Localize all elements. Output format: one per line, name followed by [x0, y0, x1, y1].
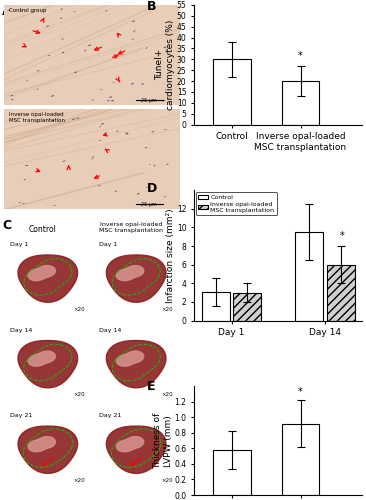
Bar: [202, 292, 230, 320]
Text: *: *: [298, 387, 303, 397]
Y-axis label: Infarction size (mm²): Infarction size (mm²): [167, 208, 175, 302]
Bar: [213, 450, 251, 495]
Text: Control: Control: [29, 224, 56, 234]
Text: *: *: [339, 232, 344, 241]
Legend: Control, Inverse opal-loaded
MSC transplantation: Control, Inverse opal-loaded MSC transpl…: [196, 192, 277, 215]
Text: Inverse opal-loaded
MSC transplantation: Inverse opal-loaded MSC transplantation: [99, 222, 163, 232]
Text: D: D: [147, 182, 157, 196]
Text: A: A: [2, 5, 11, 18]
Bar: [282, 424, 320, 495]
Text: *: *: [298, 52, 303, 62]
Bar: [282, 81, 320, 124]
Text: C: C: [2, 219, 11, 232]
Bar: [295, 232, 323, 320]
Y-axis label: Thickness of
LVPW (mm): Thickness of LVPW (mm): [153, 412, 173, 469]
Bar: [213, 60, 251, 124]
Text: E: E: [147, 380, 156, 393]
Y-axis label: Tunel+
cardiomyocytes (%): Tunel+ cardiomyocytes (%): [155, 20, 175, 110]
Text: B: B: [147, 0, 157, 13]
Bar: [327, 264, 355, 320]
Bar: [234, 292, 261, 320]
